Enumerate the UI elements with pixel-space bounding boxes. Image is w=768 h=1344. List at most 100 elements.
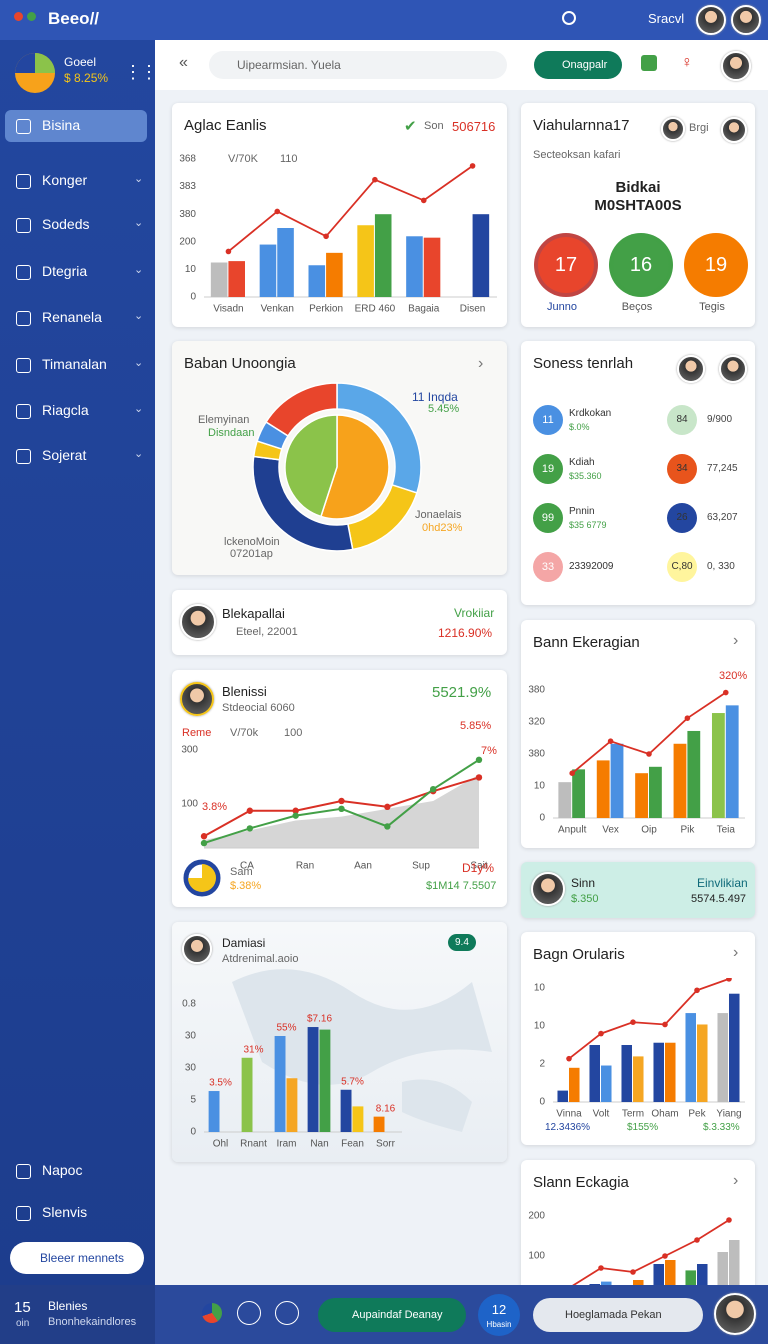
y-axis-label: 0: [539, 1097, 545, 1108]
row-badge: 99: [533, 503, 563, 533]
line-point: [200, 839, 208, 847]
active-item[interactable]: [5, 110, 147, 142]
x-axis-label: Bagaia: [408, 304, 440, 315]
y-axis-label: 383: [179, 181, 196, 192]
menu-item[interactable]: Bisina: [42, 117, 81, 133]
menu-item[interactable]: Sodeds: [42, 216, 90, 232]
area: [204, 774, 479, 848]
menu-item[interactable]: Konger: [42, 172, 88, 188]
line-point: [684, 715, 691, 721]
x-axis-label: Teia: [717, 825, 736, 836]
row-name: 23392009: [569, 561, 614, 572]
bar: [210, 262, 228, 297]
chevron[interactable]: ⌄: [134, 173, 144, 185]
bar: [307, 1027, 319, 1132]
label: Jonaelais: [415, 509, 462, 521]
donut-card: Baban Unoongia › Elemyinan Disndaan 11 I…: [172, 341, 507, 575]
menu-icon[interactable]: [16, 358, 31, 373]
badge-text: 26: [676, 512, 688, 523]
y-axis-label: 10: [185, 264, 197, 275]
search-box[interactable]: Uipearmsian. Yuela: [209, 51, 507, 79]
action-button[interactable]: Aupaindaf Deanay: [318, 1298, 466, 1332]
footer-value: $1M14 7.5507: [426, 880, 497, 892]
avatar[interactable]: [731, 5, 761, 35]
card-title: Aglac Eanlis: [184, 117, 267, 134]
primary-button[interactable]: Onagpalr: [534, 51, 622, 79]
flag-icon[interactable]: [641, 55, 657, 71]
menu-item[interactable]: Sojerat: [42, 447, 87, 463]
menu-icon[interactable]: [16, 311, 31, 326]
bar: [665, 1260, 676, 1296]
menu-item[interactable]: Renanela: [42, 309, 102, 325]
avatar[interactable]: [696, 5, 726, 35]
footer-name: Sam: [230, 866, 253, 878]
chart: 300 100 CA Ran Aan Sup Sait: [181, 745, 488, 872]
chart: 0.8 30 30 5 0 Ohl Rnant Iram Nan Fean Sorr 3.5% 31% 5…: [182, 999, 402, 1150]
bottom-bar: 15 oin Blenies Bnonhekaindlores Aupainda…: [0, 1285, 768, 1344]
sidebar-button[interactable]: Bleeer mennets: [10, 1242, 144, 1274]
menu-icon[interactable]: [16, 449, 31, 464]
bar: [558, 782, 572, 818]
chevron[interactable]: ⌄: [134, 217, 144, 229]
gauge-label: Tegis: [699, 301, 725, 313]
icon[interactable]: [202, 1303, 222, 1323]
menu-icon[interactable]: [16, 174, 31, 189]
menu-icon[interactable]: [16, 265, 31, 280]
name: Sinn: [571, 876, 596, 890]
y-axis-label: 10: [534, 1021, 546, 1032]
bars1-card: Bann Ekeragian › 320% 380 320 380 10 0 Anpult…: [521, 620, 755, 848]
menu-icon[interactable]: [16, 218, 31, 233]
chevron[interactable]: ⌄: [134, 264, 144, 276]
menu-item[interactable]: Slenvis: [42, 1204, 88, 1220]
row-badge: 33: [533, 552, 563, 582]
slice: [265, 382, 338, 437]
avatar: [661, 117, 685, 141]
brand: Goeel: [64, 55, 97, 69]
card-title: Bann Ekeragian: [533, 634, 640, 651]
value: 5574.5.497: [691, 893, 747, 905]
chevron[interactable]: ⌄: [134, 403, 144, 415]
chevron[interactable]: ⌄: [134, 448, 144, 460]
line-point: [569, 770, 575, 776]
icon[interactable]: [237, 1301, 261, 1325]
menu-icon[interactable]: [16, 1206, 31, 1221]
avatar[interactable]: [714, 1293, 756, 1335]
annotation: 5.85%: [460, 720, 492, 732]
avatar[interactable]: [721, 51, 751, 81]
icon[interactable]: [275, 1301, 299, 1325]
sub-legend: V/70k: [230, 727, 259, 739]
menu-item[interactable]: Dtegria: [42, 263, 88, 279]
chevron[interactable]: ⌄: [134, 310, 144, 322]
row-name: Kdiah: [569, 457, 595, 468]
dot: [14, 12, 23, 21]
x-axis-label: Volt: [593, 1109, 610, 1120]
select[interactable]: Hoeglamada Pekan: [533, 1298, 703, 1332]
line: [568, 978, 730, 1060]
chevron[interactable]: ›: [733, 944, 739, 961]
top-bar: Beeo// Sracvl: [0, 0, 768, 40]
menu-icon[interactable]: [16, 1164, 31, 1179]
profile-card: Blekapallai Eteel, 22001 Vrokiiar 1216.9…: [172, 590, 507, 655]
more[interactable]: ⋮⋮: [124, 62, 158, 82]
back[interactable]: «: [179, 54, 188, 71]
chevron[interactable]: ›: [733, 632, 739, 649]
card-title: Slann Eckagia: [533, 1174, 629, 1191]
line-point: [662, 1253, 668, 1259]
search-icon[interactable]: [562, 11, 576, 25]
menu-icon[interactable]: [16, 119, 31, 134]
menu-icon[interactable]: [16, 404, 31, 419]
x-axis-label: Aan: [354, 861, 372, 872]
alert-icon[interactable]: ♀: [681, 54, 693, 71]
menu-item[interactable]: Napoc: [42, 1162, 83, 1178]
line-point: [598, 1265, 604, 1271]
chevron[interactable]: ›: [478, 355, 484, 372]
menu-item[interactable]: Timanalan: [42, 356, 107, 372]
chevron[interactable]: ›: [733, 1172, 739, 1189]
x-axis-label: Sup: [412, 861, 430, 872]
label-sub: 5.45%: [428, 403, 460, 415]
line-point: [630, 1019, 636, 1025]
user-name[interactable]: Sracvl: [648, 11, 685, 26]
menu-item[interactable]: Riagcla: [42, 402, 89, 418]
chevron[interactable]: ⌄: [134, 357, 144, 369]
badge[interactable]: 12 Hbasin: [478, 1294, 520, 1336]
